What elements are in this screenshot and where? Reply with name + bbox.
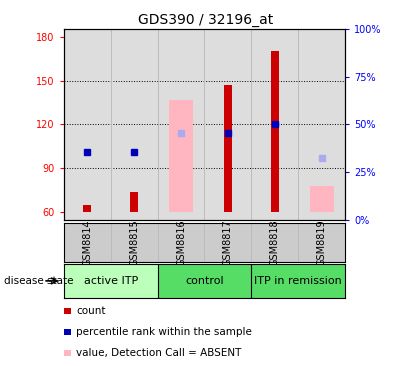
Bar — [224, 85, 232, 212]
Bar — [310, 186, 333, 212]
Bar — [130, 192, 139, 212]
Bar — [169, 100, 193, 212]
Text: percentile rank within the sample: percentile rank within the sample — [76, 327, 252, 337]
Bar — [83, 205, 91, 212]
Text: GSM8817: GSM8817 — [223, 219, 233, 266]
Bar — [252, 264, 345, 298]
Text: value, Detection Call = ABSENT: value, Detection Call = ABSENT — [76, 348, 241, 358]
Text: disease state: disease state — [4, 276, 74, 286]
Bar — [270, 51, 279, 212]
Text: GSM8818: GSM8818 — [270, 219, 280, 266]
Text: GSM8816: GSM8816 — [176, 219, 186, 266]
Text: count: count — [76, 306, 106, 316]
Text: GDS390 / 32196_at: GDS390 / 32196_at — [138, 13, 273, 27]
Bar — [157, 264, 252, 298]
Text: control: control — [185, 276, 224, 286]
Text: ITP in remission: ITP in remission — [254, 276, 342, 286]
Text: GSM8814: GSM8814 — [82, 219, 92, 266]
Text: active ITP: active ITP — [83, 276, 138, 286]
Bar — [64, 264, 157, 298]
Text: GSM8819: GSM8819 — [317, 219, 327, 266]
Text: GSM8815: GSM8815 — [129, 219, 139, 266]
